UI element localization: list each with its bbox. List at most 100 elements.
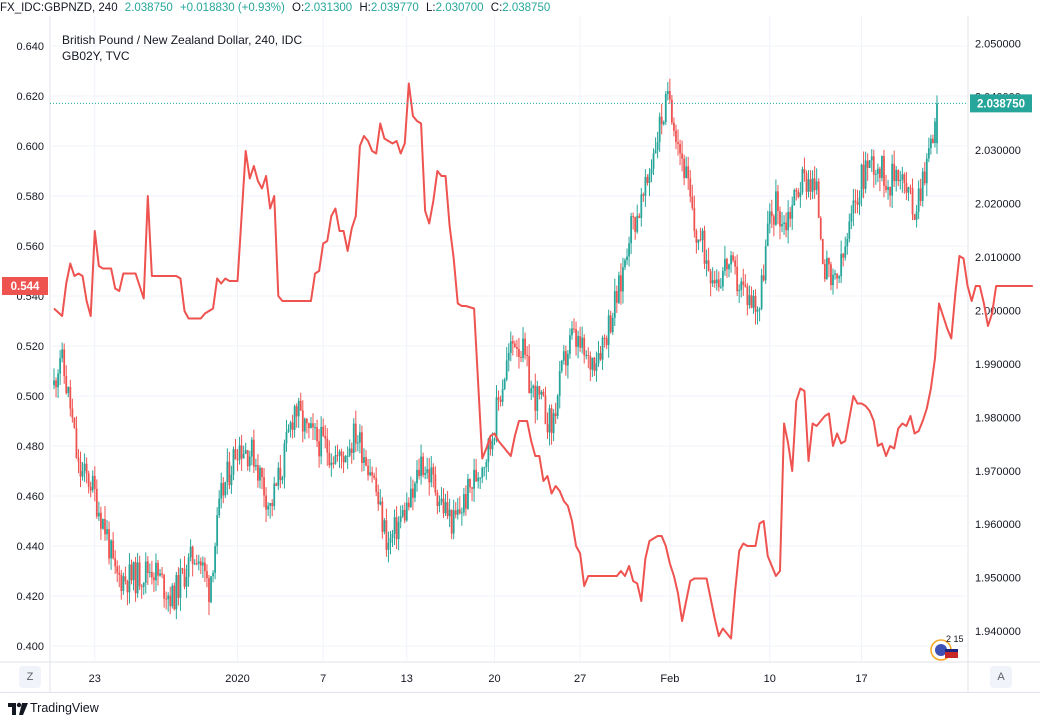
candle: [885, 174, 887, 193]
candle: [136, 552, 139, 598]
candle: [340, 448, 343, 469]
candle: [901, 166, 904, 193]
candle-body: [375, 477, 378, 492]
candle-body: [758, 308, 761, 310]
candle-body: [927, 148, 930, 159]
candle: [352, 418, 355, 460]
candle: [540, 389, 543, 400]
z-button[interactable]: Z: [19, 666, 41, 688]
candle-body: [369, 472, 371, 476]
candle: [701, 228, 704, 253]
candle: [283, 439, 286, 489]
candle-body: [724, 258, 726, 271]
left-axis-tick-label: 0.640: [16, 41, 44, 53]
candle-body: [726, 258, 728, 270]
candle-body: [424, 472, 427, 475]
candle-body: [823, 263, 826, 280]
candle: [630, 212, 633, 255]
candle: [387, 531, 390, 563]
candle: [819, 216, 822, 241]
candle-body: [679, 143, 681, 154]
candle-body: [538, 386, 541, 395]
candle-body: [558, 371, 561, 396]
candle-body: [856, 202, 859, 205]
events-badge-icon[interactable]: [930, 636, 964, 662]
candle-body: [257, 465, 259, 481]
last-price-label: 2.038750: [977, 98, 1025, 110]
candle-body: [491, 440, 494, 450]
candle: [75, 416, 78, 459]
candle: [917, 180, 920, 220]
candle-body: [736, 266, 739, 292]
candle-body: [662, 121, 665, 125]
overlay-legend[interactable]: GB02Y, TVC: [62, 49, 130, 63]
candle: [460, 507, 463, 526]
candle-body: [556, 395, 559, 417]
candle-body: [872, 156, 875, 175]
candle-body: [171, 585, 174, 607]
candle: [228, 451, 231, 490]
candle-body: [279, 467, 282, 481]
candle-body: [275, 483, 278, 486]
candle-body: [252, 439, 255, 467]
candle: [130, 559, 133, 585]
candle: [354, 410, 357, 452]
candle: [927, 137, 930, 163]
auto-scale-button[interactable]: A: [990, 666, 1012, 688]
candle-body: [699, 239, 702, 241]
candle-body: [318, 441, 321, 457]
time-axis-tick-label: 23: [89, 673, 101, 685]
candle-body: [79, 461, 82, 477]
candle: [275, 482, 278, 487]
candle: [310, 416, 312, 429]
candle: [532, 384, 535, 398]
price-chart[interactable]: 0.6400.6200.6000.5800.5600.5400.5200.500…: [0, 16, 1040, 692]
candle: [756, 306, 759, 325]
candle-body: [585, 355, 588, 357]
left-axis-tick-label: 0.400: [16, 641, 44, 653]
candle: [485, 459, 488, 480]
candle: [261, 467, 263, 490]
candle: [879, 166, 881, 192]
candle-body: [911, 188, 914, 215]
candle: [140, 584, 143, 599]
candle: [338, 449, 341, 469]
symbol-name[interactable]: FX_IDC:GBPNZD, 240: [0, 2, 118, 14]
candle: [509, 331, 512, 362]
candle-body: [919, 188, 922, 201]
candle: [81, 462, 84, 481]
candle: [108, 521, 110, 565]
candle: [271, 499, 274, 517]
candle: [803, 157, 806, 182]
candle-body: [144, 561, 147, 583]
candle-body: [412, 488, 414, 498]
candle-body: [599, 352, 602, 360]
candle: [328, 440, 331, 469]
candle-body: [191, 546, 194, 564]
candle: [181, 567, 184, 574]
candle-body: [77, 457, 80, 462]
candle-body: [218, 498, 221, 516]
candle: [297, 397, 300, 428]
candle-body: [895, 169, 898, 182]
candle: [436, 489, 439, 515]
candle-body: [644, 176, 647, 196]
candle-body: [259, 467, 261, 481]
candle: [57, 369, 59, 398]
candle-body: [611, 317, 614, 333]
candle-body: [242, 453, 245, 459]
candle: [432, 463, 435, 488]
candle: [813, 166, 816, 199]
candle-body: [267, 505, 270, 510]
candle-body: [781, 224, 783, 227]
candle: [726, 257, 728, 278]
chart-legend-title[interactable]: British Pound / New Zealand Dollar, 240,…: [62, 33, 303, 47]
candle: [809, 170, 812, 200]
candle: [55, 377, 57, 398]
candle-body: [114, 558, 117, 567]
candle: [793, 188, 796, 206]
candle: [638, 213, 641, 219]
candle-body: [571, 328, 573, 336]
candle: [746, 283, 749, 316]
candle-body: [263, 477, 265, 496]
